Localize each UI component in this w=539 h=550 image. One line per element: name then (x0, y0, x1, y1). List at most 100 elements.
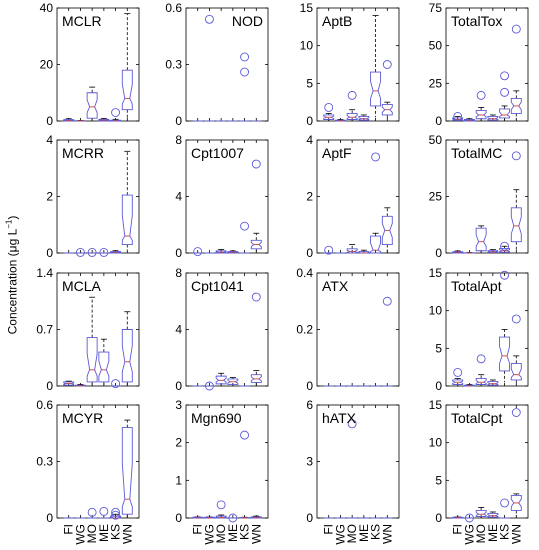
y-tick-label: 1.4 (36, 266, 53, 280)
panel-aptf: 0 2 4 AptF (306, 133, 400, 260)
panel-aptb: 0 5 10 15 AptB (300, 1, 400, 128)
y-tick-label: 0 (306, 114, 313, 128)
outlier-point (204, 14, 214, 24)
y-tick-label: 0.2 (296, 323, 313, 337)
y-tick-label: 0.3 (36, 455, 53, 469)
outlier-point (511, 24, 521, 34)
outlier-point (464, 513, 474, 523)
axes-frame (445, 272, 529, 387)
panel-mcla: 0 0.7 1.4 MCLA (36, 266, 140, 393)
y-tick-label: 2 (46, 190, 53, 204)
axes-frame (316, 7, 400, 122)
outlier-point (75, 247, 85, 257)
panel-title: Cpt1007 (191, 145, 244, 161)
y-tick-label: 50 (429, 39, 443, 53)
outlier-point (193, 247, 203, 257)
x-tick-label: ME (357, 524, 371, 542)
box (250, 374, 262, 383)
y-tick-label: 0 (435, 246, 442, 260)
y-tick-label: 2 (306, 190, 313, 204)
x-tick-label: MO (474, 524, 488, 543)
x-tick-label: MO (345, 524, 359, 543)
x-tick-label: ME (97, 524, 111, 542)
box (215, 375, 227, 385)
y-tick-label: 15 (300, 1, 314, 15)
outlier-point (511, 151, 521, 161)
outlier-point (251, 292, 261, 302)
box (452, 379, 464, 385)
x-tick-label: MO (85, 524, 99, 543)
y-tick-label: 6 (306, 398, 313, 412)
box (370, 235, 382, 254)
y-tick-label: 0 (306, 246, 313, 260)
box (381, 215, 393, 245)
panel-title: NOD (232, 13, 263, 29)
box (323, 114, 335, 120)
outlier-point (347, 90, 357, 100)
box (487, 381, 499, 386)
box (63, 119, 75, 122)
x-tick-label: KS (109, 524, 123, 540)
y-tick-label: 1 (175, 473, 182, 487)
box (215, 250, 227, 254)
outlier-point (500, 270, 510, 280)
y-tick-label: 0.4 (296, 266, 313, 280)
panel-atx: 0 0.2 0.4 ATX (296, 266, 400, 393)
box (74, 384, 86, 387)
y-tick-label: 25 (429, 76, 443, 90)
y-tick-label: 10 (300, 39, 314, 53)
outlier-point (347, 419, 357, 429)
box (487, 250, 499, 253)
box (463, 384, 475, 387)
outlier-point (324, 245, 334, 255)
outlier-point (228, 513, 238, 523)
panel-title: MCLR (62, 13, 102, 29)
y-tick-label: 2 (175, 436, 182, 450)
y-tick-label: 5 (435, 341, 442, 355)
y-tick-label: 10 (429, 304, 443, 318)
axes-frame (445, 404, 529, 519)
box (510, 362, 522, 381)
x-tick-label: KS (238, 524, 252, 540)
x-tick-label: WN (249, 524, 263, 544)
box (487, 513, 499, 518)
y-axis-label-wrap: Concentration (μg L−1) (2, 0, 22, 550)
box (510, 207, 522, 243)
outlier-point (99, 247, 109, 257)
outlier-point (240, 52, 250, 62)
box (370, 71, 382, 107)
panel-mclr: 0 20 40 MCLR (40, 1, 140, 128)
box (110, 251, 122, 254)
y-tick-label: 4 (306, 133, 313, 147)
axes-frame (445, 7, 529, 122)
panel-title: TotalCpt (451, 410, 502, 426)
box (510, 97, 522, 114)
y-tick-label: 0 (306, 511, 313, 525)
outlier-point (324, 102, 334, 112)
panel-cpt1041: 0 4 8 Cpt1041 (175, 266, 269, 393)
outlier-point (476, 354, 486, 364)
outlier-point (216, 500, 226, 510)
x-tick-label: FI (191, 524, 205, 535)
y-tick-label: 75 (429, 1, 443, 15)
box (475, 510, 487, 517)
x-tick-label: WN (120, 524, 134, 544)
box (475, 227, 487, 252)
x-tick-label: FI (451, 524, 465, 535)
box (358, 116, 370, 121)
x-tick-label: WN (509, 524, 523, 544)
y-tick-label: 25 (429, 190, 443, 204)
box (499, 336, 511, 372)
box (452, 516, 464, 519)
outlier-point (371, 152, 381, 162)
box (499, 248, 511, 253)
y-tick-label: 3 (306, 455, 313, 469)
box (487, 116, 499, 121)
box (63, 381, 75, 386)
outlier-point (500, 87, 510, 97)
y-tick-label: 40 (40, 1, 54, 15)
outlier-point (453, 367, 463, 377)
y-tick-label: 0 (175, 511, 182, 525)
outlier-point (204, 381, 214, 391)
